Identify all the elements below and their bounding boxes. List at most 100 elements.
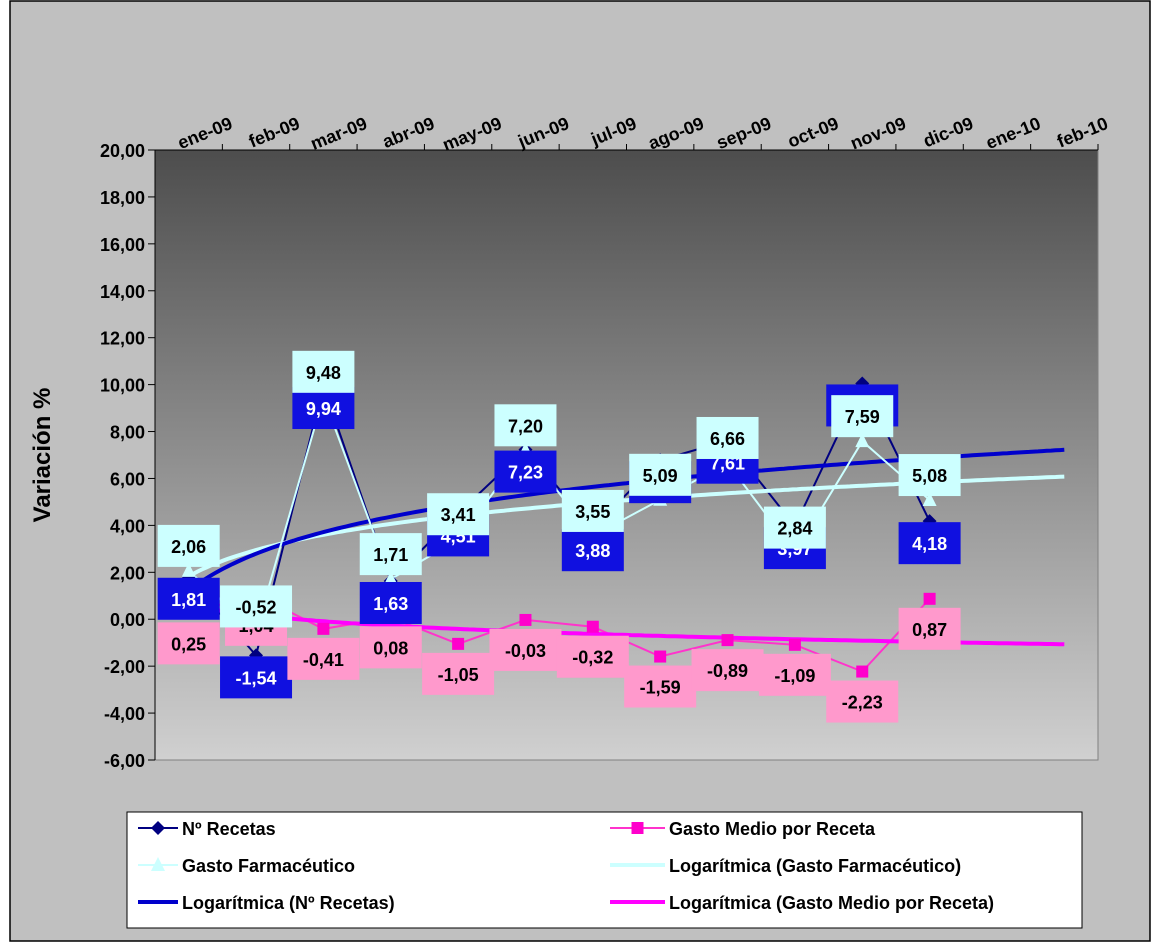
legend-marker (151, 857, 165, 871)
y-tick-label: -2,00 (104, 657, 145, 677)
data-label: -0,89 (707, 661, 748, 681)
legend-label: Logarítmica (Nº Recetas) (182, 893, 395, 913)
data-label: -0,52 (236, 597, 277, 617)
data-label: 3,41 (441, 505, 476, 525)
legend-label: Logarítmica (Gasto Farmacéutico) (669, 856, 961, 876)
marker (856, 665, 869, 678)
marker (923, 592, 936, 605)
data-label-bg (489, 628, 562, 671)
data-label-bg (292, 387, 355, 430)
data-label-bg (427, 493, 490, 536)
y-tick-label: 4,00 (110, 516, 145, 536)
data-label: -1,54 (236, 668, 277, 688)
y-tick-label: 18,00 (100, 188, 145, 208)
data-label: 9,48 (306, 363, 341, 383)
data-label: -1,05 (438, 665, 479, 685)
marker (922, 492, 937, 507)
data-label-bg (898, 522, 961, 565)
data-label-bg (831, 395, 894, 438)
legend-label: Nº Recetas (182, 819, 276, 839)
data-label-bg (359, 533, 422, 576)
data-label-bg (359, 581, 422, 624)
data-label: 5,09 (643, 466, 678, 486)
data-label: -0,03 (505, 641, 546, 661)
marker (721, 634, 734, 647)
data-label: 9,94 (306, 399, 341, 419)
data-label-bg (157, 622, 220, 665)
data-label-bg (691, 649, 764, 692)
data-label: 2,06 (171, 537, 206, 557)
y-tick-label: 12,00 (100, 329, 145, 349)
y-tick-label: 0,00 (110, 610, 145, 630)
data-label: 0,08 (373, 638, 408, 658)
marker (855, 433, 870, 448)
marker (317, 622, 330, 635)
data-label-bg (826, 680, 899, 723)
marker (519, 613, 532, 626)
marker (383, 571, 398, 586)
legend-label: Gasto Medio por Receta (669, 819, 876, 839)
data-label: 7,20 (508, 416, 543, 436)
data-label: -1,09 (774, 666, 815, 686)
data-label: 4,18 (912, 534, 947, 554)
data-label: 3,88 (575, 541, 610, 561)
data-label: -0,41 (303, 650, 344, 670)
data-label-bg (292, 350, 355, 393)
legend-label: Gasto Farmacéutico (182, 856, 355, 876)
data-label-bg (556, 635, 629, 678)
y-tick-label: 14,00 (100, 282, 145, 302)
data-label-bg (422, 652, 495, 695)
y-tick-label: 16,00 (100, 235, 145, 255)
data-label: -0,32 (572, 648, 613, 668)
data-label-bg (629, 453, 692, 496)
data-label: 5,08 (912, 466, 947, 486)
data-label-bg (758, 653, 831, 696)
y-tick-label: 10,00 (100, 376, 145, 396)
data-label: -1,59 (640, 678, 681, 698)
data-label: 7,59 (845, 407, 880, 427)
data-label: 0,87 (912, 620, 947, 640)
data-label: 2,84 (777, 519, 812, 539)
data-label: 0,25 (171, 634, 206, 654)
legend (126, 811, 1083, 929)
legend-marker (151, 821, 165, 835)
data-label: 6,66 (710, 429, 745, 449)
data-label-bg (157, 577, 220, 620)
data-label: 1,71 (373, 545, 408, 565)
marker (654, 650, 667, 663)
data-label: 1,63 (373, 594, 408, 614)
data-label-bg (494, 404, 557, 447)
marker (788, 638, 801, 651)
data-label-bg (287, 637, 360, 680)
marker (586, 620, 599, 633)
data-label-bg (898, 454, 961, 497)
legend-label: Logarítmica (Gasto Medio por Receta) (669, 893, 994, 913)
data-label-bg (561, 529, 624, 572)
y-tick-label: 8,00 (110, 423, 145, 443)
data-label: 1,81 (171, 590, 206, 610)
data-label: 3,55 (575, 502, 610, 522)
marker (181, 562, 196, 577)
data-label-bg (696, 416, 759, 459)
data-label-bg (898, 607, 961, 650)
data-label-bg (624, 665, 697, 708)
y-tick-label: -6,00 (104, 751, 145, 771)
data-label-bg (220, 656, 293, 699)
y-tick-label: 20,00 (100, 141, 145, 161)
series-line (188, 593, 931, 673)
marker (452, 637, 465, 650)
y-tick-label: 6,00 (110, 469, 145, 489)
data-label-bg (763, 506, 826, 549)
y-tick-label: 2,00 (110, 563, 145, 583)
data-label: -2,23 (842, 693, 883, 713)
data-label-bg (494, 450, 557, 493)
y-tick-label: -4,00 (104, 704, 145, 724)
data-label-bg (157, 524, 220, 567)
legend-marker (631, 822, 644, 834)
data-label-bg (359, 626, 422, 669)
y-axis-label: Variación % (29, 388, 56, 523)
data-label-bg (220, 585, 293, 628)
data-label-bg (561, 489, 624, 532)
data-label: 7,23 (508, 463, 543, 483)
